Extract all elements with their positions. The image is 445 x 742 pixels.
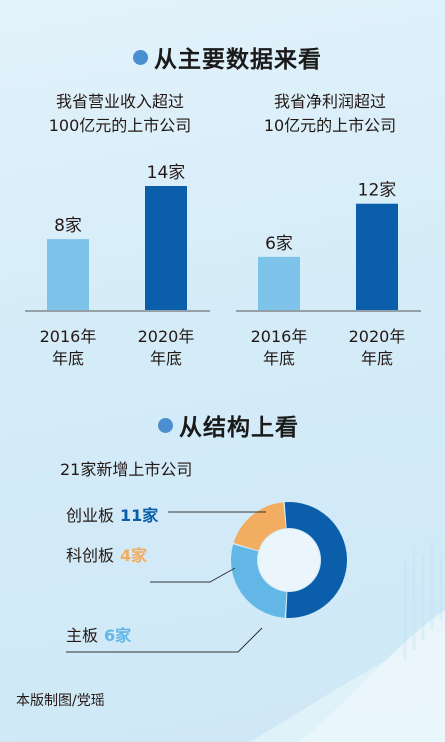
chart1-bar-0: [47, 239, 89, 310]
chart1-data-label-0: 8家: [54, 216, 82, 236]
bullet-dot-icon: [158, 417, 173, 433]
section-title-text: 从主要数据来看: [154, 47, 322, 73]
donut-slice-0: [284, 502, 347, 618]
leader-line-zhuban: [66, 627, 263, 653]
chart2-title-line2: 10亿元的上市公司: [263, 116, 397, 135]
legend-chuangye-name: 创业板: [66, 506, 115, 525]
credit-text: 本版制图/党瑶: [16, 693, 105, 709]
chart2-category-label-1-1: 年底: [361, 349, 393, 368]
chart2-category-label-0-1: 年底: [263, 349, 295, 368]
chart1-title: 我省营业收入超过 100亿元的上市公司: [20, 90, 220, 138]
chart2-bar-1: [356, 203, 398, 310]
chart2-title-line1: 我省净利润超过: [273, 92, 386, 111]
chart1-category-label-0-1: 年底: [52, 349, 84, 368]
section-title-structure: 从结构上看: [158, 408, 299, 442]
chart1-title-line1: 我省营业收入超过: [55, 92, 184, 111]
legend-zhuban: 主板 6家: [66, 622, 131, 646]
bullet-dot-icon: [133, 49, 148, 65]
legend-chuangye: 创业板 11家: [66, 502, 158, 526]
donut-slice-1: [233, 502, 286, 551]
legend-zhuban-value: 6家: [104, 626, 132, 645]
legend-kechuang-name: 科创板: [66, 546, 115, 565]
chart1-data-label-1: 14家: [147, 163, 186, 183]
donut-chart-title: 21家新增上市公司: [60, 460, 193, 479]
leader-line-kechuang: [150, 567, 236, 583]
chart1-category-label-1-0: 2020年: [138, 327, 195, 346]
donut-slice-2: [230, 544, 287, 618]
legend-kechuang-value: 4家: [120, 546, 148, 565]
chart2-category-label-0-0: 2016年: [251, 327, 308, 346]
chart2-title: 我省净利润超过 10亿元的上市公司: [230, 90, 430, 138]
donut-hole: [258, 529, 320, 591]
chart2-data-label-0: 6家: [265, 234, 293, 254]
chart1-category-label-1-1: 年底: [150, 349, 182, 368]
legend-zhuban-name: 主板: [66, 626, 99, 645]
chart2-category-label-1-0: 2020年: [349, 327, 406, 346]
chart2-bar-0: [258, 256, 300, 310]
section-title-text: 从结构上看: [179, 415, 299, 441]
chart1-category-label-0-0: 2016年: [40, 327, 97, 346]
chart2-data-label-1: 12家: [358, 181, 397, 201]
chart1-bar-1: [145, 186, 187, 310]
chart1-title-line2: 100亿元的上市公司: [48, 116, 192, 135]
legend-kechuang: 科创板 4家: [66, 542, 147, 566]
legend-chuangye-value: 11家: [120, 506, 159, 525]
section-title-main-data: 从主要数据来看: [133, 40, 322, 74]
